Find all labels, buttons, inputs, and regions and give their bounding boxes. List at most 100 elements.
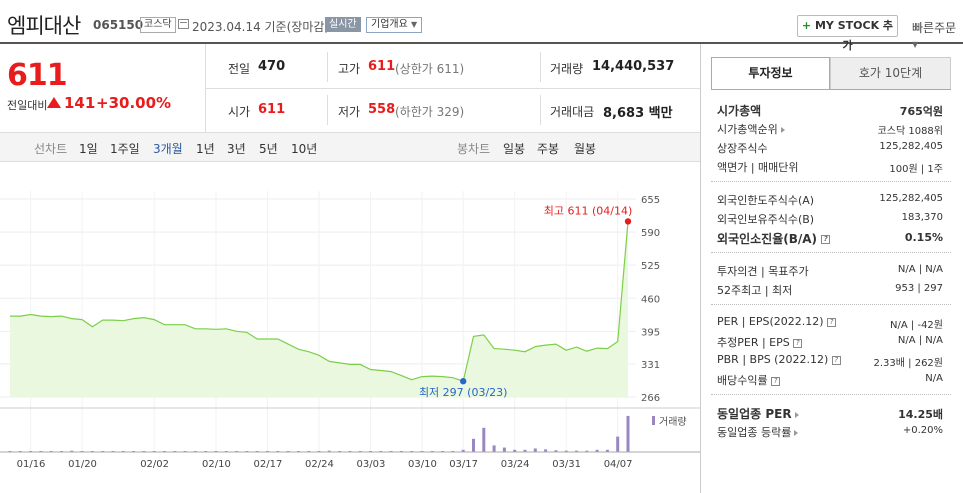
high-marker[interactable] [624,218,632,225]
low-marker[interactable] [460,378,467,385]
candle-daily[interactable]: 일봉 [503,142,526,156]
tab-invest-info[interactable]: 투자정보 [711,57,830,90]
y-tick-label: 460 [641,294,660,305]
y-tick-label: 590 [641,228,660,239]
period-1d[interactable]: 1일 [79,142,98,156]
divider [327,95,328,125]
change-value: 141 [64,94,96,112]
period-bar: 선차트 1일 1주일 3개월 1년 3년 5년 10년 봉차트 일봉 주봉 월봉 [0,132,700,162]
stock-code: 065150 [93,18,144,32]
volume-bar [616,436,620,452]
y-tick-label: 331 [641,360,660,371]
x-tick-label: 02/02 [140,459,169,470]
volume-bar [502,447,506,452]
volume-legend-label: 거래량 [659,416,687,428]
divider [540,95,541,125]
period-10y[interactable]: 10년 [291,142,318,156]
industry-per-text: 동일업종 PER [717,407,792,421]
help-icon[interactable]: ? [821,235,831,244]
candle-chart-label: 봉차트 [457,142,491,156]
low-label: 최저 297 (03/23) [419,386,508,399]
triangle-right-icon [780,127,785,133]
candle-weekly[interactable]: 주봉 [537,142,560,156]
volume-bar [461,449,465,452]
lower-limit: (하한가 329) [395,105,465,119]
dividend-label: 배당수익률 ? [717,372,781,388]
opinion-value: N/A | N/A [897,264,943,275]
dividend-value: N/A [925,373,943,384]
realtime-button[interactable]: 실시간 [325,17,361,32]
industry-per-label[interactable]: 동일업종 PER [717,405,799,422]
right-panel [700,44,963,493]
prev-close-label: 전일 [228,62,251,76]
foreign-holdings-value: 183,370 [901,212,943,223]
company-info-label: 기업개요 [371,19,408,30]
y-tick-label: 266 [641,393,660,404]
x-tick-label: 02/17 [254,459,283,470]
foreign-ratio-label: 외국인소진율(B/A) ? [717,230,831,247]
help-icon[interactable]: ? [827,317,837,327]
market-cap-rank-label[interactable]: 시가총액순위 [717,121,785,137]
price-line [10,221,629,382]
plus-icon: + [801,19,812,32]
volume-bar [595,449,599,452]
up-arrow-icon [47,97,61,108]
candle-monthly[interactable]: 월봉 [574,142,597,156]
est-per-value: N/A | N/A [897,335,943,346]
x-tick-label: 03/03 [357,459,386,470]
divider [205,88,700,89]
help-icon[interactable]: ? [793,338,803,348]
triangle-right-icon [794,411,799,418]
volume-bar [575,450,578,452]
listed-shares-value: 125,282,405 [879,141,943,152]
period-5y[interactable]: 5년 [259,142,278,156]
divider [711,304,951,305]
company-info-dropdown[interactable]: 기업개요 ▼ [366,17,423,33]
period-1w[interactable]: 1주일 [110,142,140,156]
divider [327,52,328,82]
industry-per-value: 14.25배 [898,408,943,421]
pbr-bps-text: PBR | BPS (2022.12) [717,353,829,366]
stock-name: 엠피대산 [7,14,81,38]
volume-bar [513,449,517,452]
industry-change-label[interactable]: 동일업종 등락률 [717,424,799,440]
est-per-label: 추정PER | EPS ? [717,334,803,350]
tab-orderbook[interactable]: 호가 10단계 [830,57,951,90]
y-tick-label: 655 [641,195,660,206]
pbr-bps-value: 2.33배 | 262원 [873,358,943,369]
divider [711,181,951,182]
x-tick-label: 01/20 [68,459,97,470]
change-label: 전일대비 [7,99,48,112]
quick-order-button[interactable]: 빠른주문 ▼ [912,19,963,50]
x-tick-label: 03/24 [501,459,530,470]
open-value: 611 [258,102,286,117]
foreign-limit-label: 외국인한도주식수(A) [717,194,815,207]
market-cap-value: 765억원 [899,105,943,118]
market-cap-label: 시가총액 [717,104,762,118]
chart-grid [0,191,636,452]
volume-bar [544,449,548,452]
foreign-ratio-value: 0.15% [904,231,943,244]
opinion-label: 투자의견 | 목표주가 [717,265,809,278]
period-3m[interactable]: 3개월 [153,142,183,156]
divider [711,252,951,253]
volume-bar [564,450,568,452]
help-icon[interactable]: ? [771,376,781,386]
x-axis-ticks: 01/16 01/20 02/02 02/10 02/17 02/24 03/03 03/10… [17,459,633,470]
per-eps-label: PER | EPS(2022.12) ? [717,315,837,328]
x-tick-label: 02/24 [305,459,334,470]
chevron-down-icon: ▼ [912,40,919,49]
market-cap-rank-value: 코스닥 1088위 [877,126,943,137]
low-value: 558 [368,102,396,117]
week52-value: 953 | 297 [895,283,943,294]
per-eps-value: N/A | -42원 [890,320,943,331]
add-mystock-button[interactable]: + MY STOCK 추가 [797,15,898,52]
change-percent: +30.00% [96,94,172,112]
volume-bar [472,438,475,452]
market-badge: 코스닥 [140,17,176,33]
period-1y[interactable]: 1년 [196,142,215,156]
period-3y[interactable]: 3년 [227,142,246,156]
price-chart: 655 590 525 460 395 331 266 01/16 01/20 02/02 02/… [0,191,700,470]
foreign-holdings-label: 외국인보유주식수(B) [717,213,815,226]
help-icon[interactable]: ? [831,355,841,365]
